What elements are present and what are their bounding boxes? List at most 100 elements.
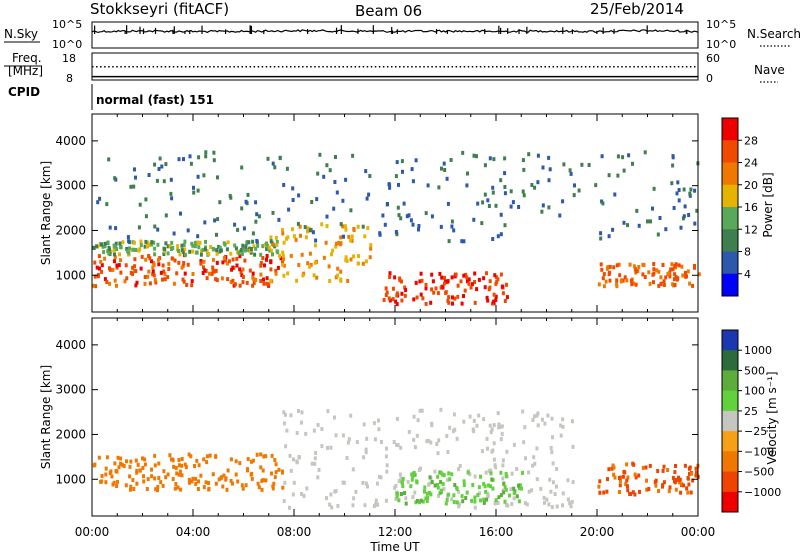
power-cell (262, 281, 266, 286)
velocity-cell (555, 504, 559, 509)
power-cell (182, 157, 185, 162)
nave-point (467, 66, 470, 68)
velocity-cell (647, 487, 651, 491)
velocity-cell (177, 472, 181, 477)
power-cell (215, 251, 219, 256)
power-cell (183, 271, 187, 276)
nave-tick-low: 0 (706, 72, 713, 85)
power-cell (472, 217, 476, 222)
velocity-cell (180, 463, 184, 468)
velocity-cell (644, 465, 648, 470)
power-cell (153, 162, 157, 167)
power-cell (244, 199, 248, 204)
power-cell (652, 280, 655, 285)
velocity-cell (205, 460, 209, 465)
power-cell (601, 201, 605, 206)
velocity-cell (143, 462, 147, 467)
nave-point (665, 66, 668, 68)
power-cell (600, 154, 604, 159)
velocity-cell (662, 480, 666, 485)
power-cell (684, 274, 688, 279)
velocity-cell (380, 440, 383, 444)
power-cell (449, 158, 453, 162)
power-cell (594, 183, 598, 188)
nave-point (124, 66, 126, 68)
velocity-cell (633, 492, 637, 497)
power-cell (196, 188, 200, 193)
power-cell (483, 285, 487, 290)
power-cell (503, 185, 507, 189)
power-cell (383, 222, 387, 227)
velocity-cell (261, 478, 265, 483)
power-cell (641, 262, 645, 267)
power-cell (190, 283, 194, 288)
velocity-cell (453, 427, 457, 432)
velocity-cell (217, 477, 221, 482)
nave-point (459, 66, 462, 68)
power-cell (297, 193, 301, 198)
velocity-cell (342, 480, 346, 485)
power-cell (257, 214, 261, 219)
nave-point (435, 66, 437, 68)
power-cell (233, 243, 237, 248)
velocity-cell (510, 502, 514, 506)
velocity-cell (412, 470, 416, 475)
power-cell (430, 287, 434, 292)
power-heatmap (92, 150, 701, 307)
velocity-cell (606, 477, 609, 482)
velocity-cell (470, 498, 474, 503)
velocity-cell (122, 464, 126, 468)
nave-point (677, 66, 680, 68)
power-cell (253, 252, 257, 257)
velocity-cell (143, 457, 147, 462)
power-cell (322, 174, 326, 179)
velocity-cell (547, 502, 551, 507)
velocity-cell (694, 473, 698, 478)
cpid-value: normal (fast) 151 (96, 93, 214, 107)
power-cell (114, 226, 118, 231)
power-cell (265, 257, 268, 262)
velocity-cell (436, 483, 439, 487)
power-cell (282, 273, 286, 278)
nave-point (491, 66, 494, 68)
velocity-cell (171, 477, 175, 481)
velocity-cell (440, 472, 444, 477)
power-cell (494, 294, 498, 299)
velocity-cell (104, 480, 108, 485)
power-cell (279, 256, 283, 261)
power-cell (254, 200, 258, 205)
velocity-cell (523, 501, 527, 506)
power-cell (297, 263, 301, 267)
nave-point (597, 66, 599, 68)
velocity-cell (525, 502, 529, 507)
velocity-cell (452, 500, 456, 505)
power-cell (172, 231, 176, 236)
velocity-cell (566, 497, 570, 502)
velocity-cell (425, 439, 429, 444)
power-cell (229, 251, 233, 256)
velocity-cell (472, 429, 476, 434)
velocity-cell (364, 447, 368, 452)
power-cell (191, 249, 195, 254)
power-cell (188, 249, 192, 254)
velocity-cell (570, 499, 574, 504)
power-cell (278, 156, 282, 161)
cpid-label: CPID (8, 85, 40, 99)
velocity-cell (385, 469, 389, 474)
power-cell (464, 272, 468, 277)
velocity-cell (154, 487, 158, 492)
power-cell (202, 173, 206, 178)
power-cell (115, 263, 119, 268)
velocity-cell (460, 494, 464, 499)
velocity-cell (277, 467, 281, 472)
nave-point (637, 66, 639, 68)
power-cell (453, 296, 457, 301)
velocity-cell (666, 468, 670, 472)
velocity-cell (150, 467, 153, 472)
velocity-cell (447, 471, 451, 476)
velocity-cell (282, 421, 286, 426)
velocity-cell (410, 472, 414, 477)
power-cell (157, 167, 161, 171)
velocity-cell (193, 464, 196, 468)
power-cell (244, 244, 248, 249)
